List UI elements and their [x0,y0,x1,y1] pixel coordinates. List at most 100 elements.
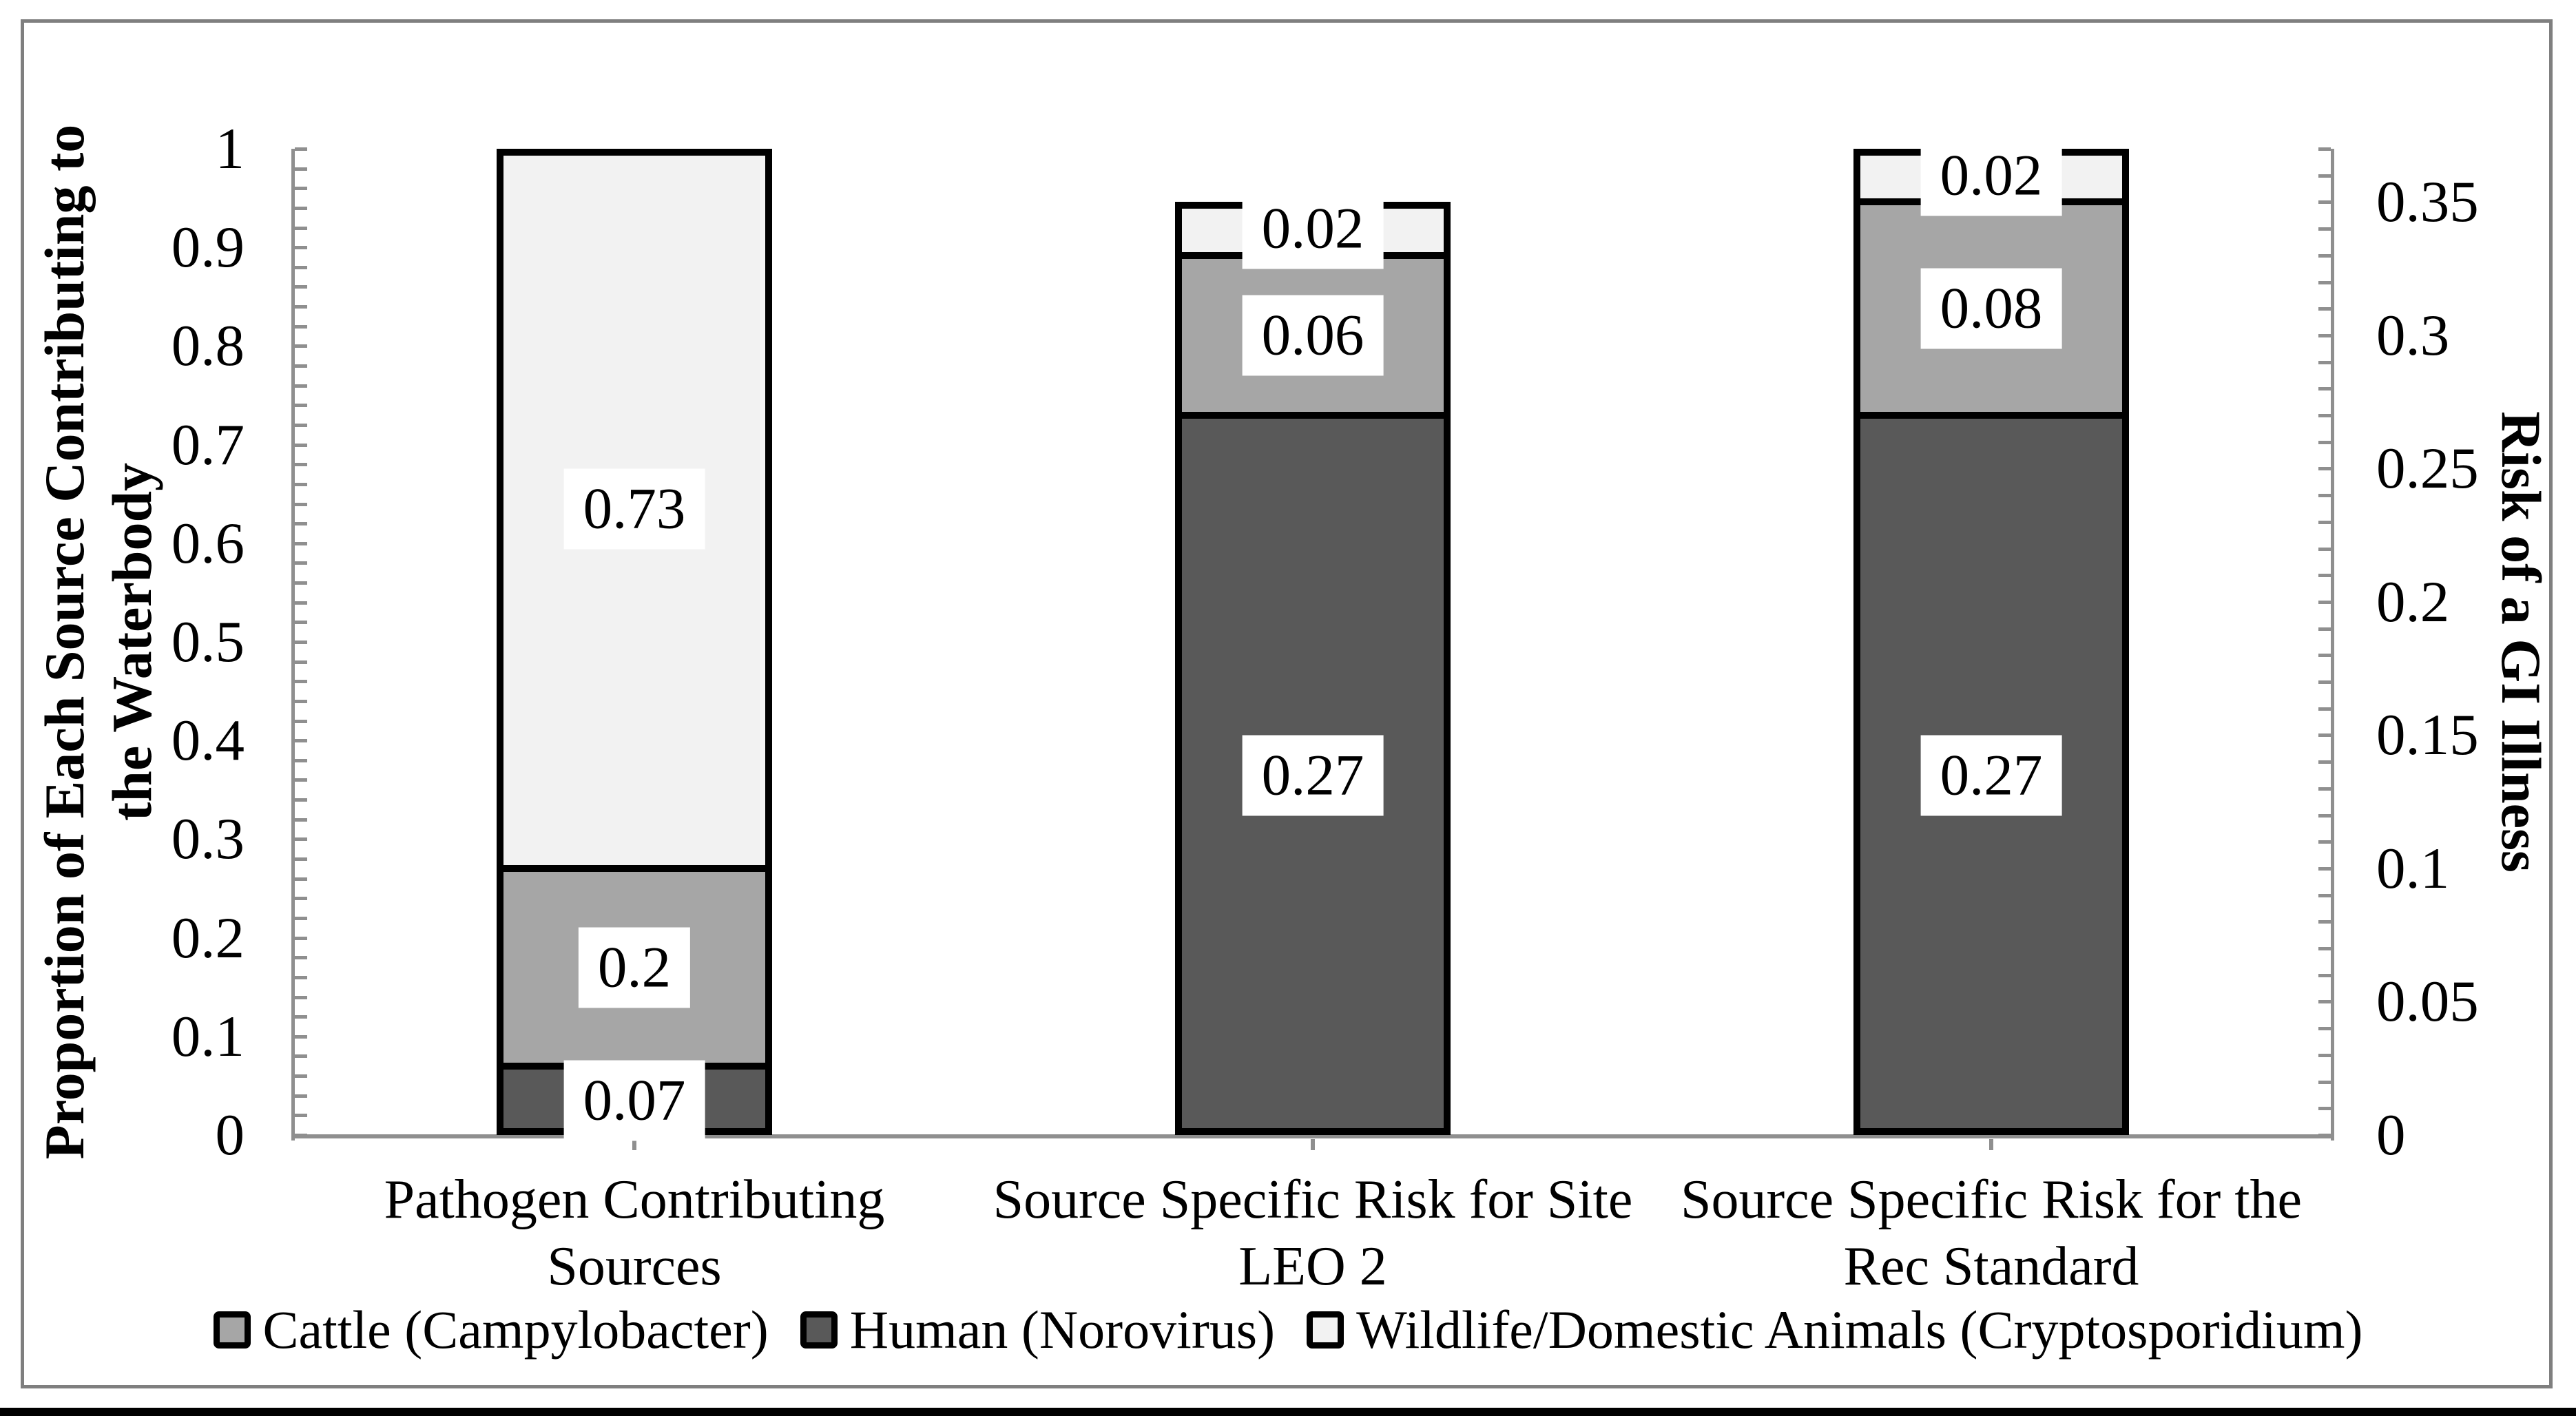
left-axis-tick [295,1134,307,1137]
x-category-label-line: Source Specific Risk for Site [993,1169,1633,1230]
left-axis-tick-label: 0.3 [171,806,245,871]
left-axis-tick [295,996,307,999]
legend: Cattle (Campylobacter) Human (Norovirus) W… [0,1303,2576,1357]
right-axis-tick [2318,174,2331,178]
left-axis-tick-label: 0.7 [171,413,245,477]
left-axis-tick-label: 0.5 [171,610,245,674]
legend-item: Cattle (Campylobacter) [213,1300,769,1360]
right-axis-tick [2318,494,2331,497]
x-category-label: Pathogen Contributing Sources [221,1167,1048,1300]
right-axis-tick-label: 0.2 [2376,570,2450,634]
left-axis-tick [295,325,307,329]
left-axis-tick [295,404,307,407]
right-axis-tick [2318,147,2331,151]
left-axis-tick [295,897,307,900]
right-axis-line [2331,149,2334,1141]
right-axis-tick [2318,654,2331,657]
left-axis-tick [295,937,307,940]
right-axis-tick-label: 0.1 [2376,836,2450,901]
x-category-label-line: Source Specific Risk for the [1681,1169,2302,1230]
left-axis-tick [295,444,307,447]
bar-data-label: 0.06 [1242,295,1384,376]
left-axis-tick [295,956,307,959]
left-axis-tick-label: 0.1 [171,1004,245,1069]
right-axis-tick [2318,1081,2331,1084]
bar-segment-divider [1853,412,2129,419]
left-axis-tick [295,660,307,664]
y-axis-title-right: Risk of a GI Illness [2490,411,2553,873]
left-axis-tick [295,798,307,802]
right-axis-tick-label: 0 [2376,1103,2406,1167]
right-axis-tick [2318,840,2331,844]
right-axis-tick [2318,894,2331,897]
right-axis-tick [2318,947,2331,950]
left-axis-tick [295,877,307,881]
bar-data-label: 0.02 [1242,188,1384,269]
right-axis-tick [2318,441,2331,444]
right-axis-tick [2318,521,2331,524]
left-axis-tick [295,147,307,151]
legend-swatch [800,1311,838,1349]
right-axis-tick [2318,387,2331,391]
left-axis-tick-label: 0.2 [171,906,245,970]
right-axis-tick [2318,974,2331,977]
bar-segment-divider [497,865,772,872]
right-axis-tick [2318,1134,2331,1137]
right-axis-tick [2318,334,2331,337]
left-axis-tick [295,778,307,782]
right-axis-tick [2318,814,2331,818]
right-axis-tick [2318,707,2331,711]
left-axis-tick [295,266,307,269]
right-axis-tick [2318,548,2331,551]
right-axis-tick [2318,867,2331,871]
left-axis-tick [295,976,307,979]
left-axis-tick [295,424,307,427]
left-axis-tick [295,581,307,585]
left-axis-tick [295,1054,307,1058]
left-axis-tick [295,463,307,466]
right-axis-tick [2318,254,2331,258]
left-axis-tick-label: 0.9 [171,215,245,280]
right-axis-tick [2318,1054,2331,1057]
right-axis-tick [2318,760,2331,764]
legend-item-label: Cattle (Campylobacter) [262,1300,769,1360]
bar-data-label: 0.07 [563,1060,705,1141]
left-axis-tick [295,1114,307,1117]
bar-data-label: 0.02 [1920,135,2062,216]
left-axis-tick [295,246,307,249]
left-axis-tick [295,503,307,506]
x-category-label: Source Specific Risk for the Rec Standard [1578,1167,2404,1300]
category-tick [1989,1139,1993,1150]
left-axis-tick [295,1015,307,1019]
left-axis-tick [295,364,307,368]
left-axis-tick [295,818,307,822]
left-axis-tick [295,759,307,762]
left-axis-tick [295,1094,307,1098]
bottom-edge-line [0,1408,2576,1416]
x-category-label-line: Pathogen Contributing [384,1169,885,1230]
left-axis-tick [295,187,307,190]
legend-swatch [1307,1311,1344,1349]
left-axis-tick [295,344,307,348]
right-axis-tick [2318,920,2331,924]
category-tick [632,1139,636,1150]
left-axis-tick [295,837,307,841]
right-axis-tick [2318,281,2331,284]
right-axis-tick-label: 0.05 [2376,969,2479,1034]
left-axis-tick [295,917,307,920]
bar-data-label: 0.08 [1920,268,2062,349]
left-axis-tick [295,305,307,309]
left-axis-tick [295,739,307,742]
left-axis-tick [295,522,307,525]
right-axis-tick [2318,680,2331,684]
right-axis-tick-label: 0.25 [2376,436,2479,501]
left-axis-tick-label: 1 [215,116,245,181]
left-axis-tick [295,720,307,723]
left-axis-tick [295,542,307,545]
right-axis-tick [2318,307,2331,311]
x-category-label-line: LEO 2 [1238,1236,1387,1297]
bar-data-label: 0.73 [563,468,705,550]
bar-data-label: 0.27 [1242,735,1384,816]
x-category-label: Source Specific Risk for Site LEO 2 [900,1167,1726,1300]
